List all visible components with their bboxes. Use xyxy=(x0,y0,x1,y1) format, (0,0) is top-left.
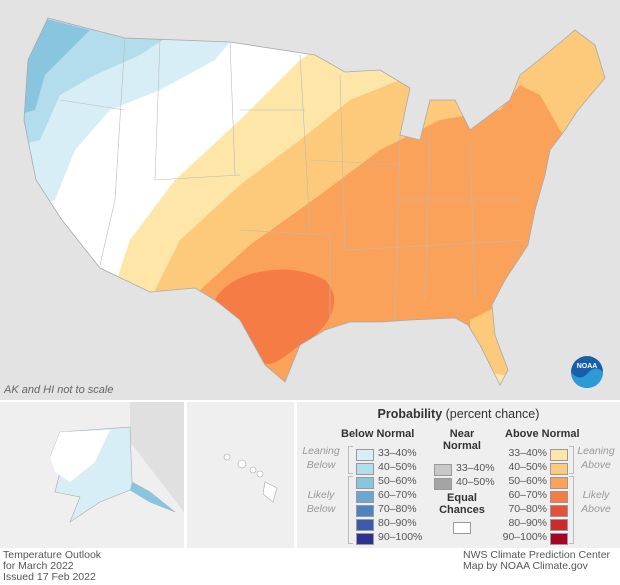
conus-map: NOAA xyxy=(23,17,606,388)
above-label: 90–100% xyxy=(502,531,547,543)
below-swatch xyxy=(356,533,374,545)
hawaii-inset xyxy=(187,402,294,548)
below-swatch xyxy=(356,463,374,475)
above-label: 70–80% xyxy=(508,503,547,515)
near-swatch xyxy=(434,478,452,490)
above-swatch xyxy=(550,519,568,531)
above-heading: Above Normal xyxy=(505,428,580,440)
below-label: 40–50% xyxy=(378,461,417,473)
below-label: 60–70% xyxy=(378,489,417,501)
above-swatch xyxy=(550,477,568,489)
alaska-inset xyxy=(0,402,184,548)
near-swatch xyxy=(434,464,452,476)
below-swatch xyxy=(356,449,374,461)
above-label: 40–50% xyxy=(508,461,547,473)
above-label: 50–60% xyxy=(508,475,547,487)
svg-text:NOAA: NOAA xyxy=(577,363,598,370)
near-label: 40–50% xyxy=(456,476,495,488)
legend-title: Probability xyxy=(377,407,443,421)
outlook-map: NOAA AK and HI not to scale xyxy=(0,0,620,400)
above-swatch xyxy=(550,533,568,545)
above-swatch xyxy=(550,491,568,503)
above-label: 33–40% xyxy=(508,447,547,459)
below-label: 70–80% xyxy=(378,503,417,515)
noaa-logo: NOAA xyxy=(571,356,603,388)
below-heading: Below Normal xyxy=(341,428,415,440)
above-label: 80–90% xyxy=(508,517,547,529)
above-label: 60–70% xyxy=(508,489,547,501)
below-swatch xyxy=(356,505,374,517)
footer-left: Temperature Outlook for March 2022 Issued … xyxy=(3,549,102,583)
footer-right: NWS Climate Prediction Center Map by NOAA… xyxy=(463,549,611,572)
legend: Probability (percent chance) Below Norma… xyxy=(297,402,620,548)
below-label: 80–90% xyxy=(378,517,417,529)
scale-note: AK and HI not to scale xyxy=(4,384,114,396)
below-label: 50–60% xyxy=(378,475,417,487)
near-label: 33–40% xyxy=(456,462,495,474)
below-label: 90–100% xyxy=(378,531,423,543)
below-50-60-region xyxy=(24,18,90,120)
below-swatch xyxy=(356,519,374,531)
state-borders xyxy=(59,37,526,321)
above-swatch xyxy=(550,449,568,461)
above-swatch xyxy=(550,505,568,517)
equal-chances-swatch xyxy=(453,522,471,534)
below-label: 33–40% xyxy=(378,447,417,459)
above-60-70-region xyxy=(215,269,335,365)
above-swatch xyxy=(550,463,568,475)
below-swatch xyxy=(356,491,374,503)
below-swatch xyxy=(356,477,374,489)
